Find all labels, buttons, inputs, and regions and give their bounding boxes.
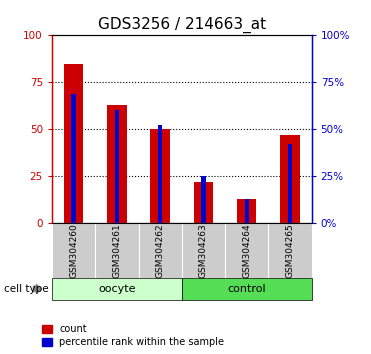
Text: control: control	[227, 284, 266, 294]
Bar	[194, 182, 213, 223]
Legend: count, percentile rank within the sample: count, percentile rank within the sample	[42, 325, 224, 347]
Text: GSM304260: GSM304260	[69, 223, 78, 278]
Bar	[115, 110, 119, 223]
Title: GDS3256 / 214663_at: GDS3256 / 214663_at	[98, 16, 266, 33]
Bar	[201, 176, 206, 223]
Text: oocyte: oocyte	[98, 284, 136, 294]
Text: GSM304264: GSM304264	[242, 223, 251, 278]
Bar	[64, 64, 83, 223]
Bar	[288, 144, 292, 223]
Text: GSM304265: GSM304265	[286, 223, 295, 278]
Bar	[72, 93, 76, 223]
Text: cell type: cell type	[4, 284, 48, 294]
Text: GSM304261: GSM304261	[112, 223, 121, 278]
Bar	[158, 125, 162, 223]
Bar	[237, 199, 256, 223]
Bar	[280, 135, 300, 223]
Text: GSM304263: GSM304263	[199, 223, 208, 278]
Bar	[244, 199, 249, 223]
Text: GSM304262: GSM304262	[156, 223, 165, 278]
Bar	[150, 129, 170, 223]
Bar	[107, 105, 127, 223]
